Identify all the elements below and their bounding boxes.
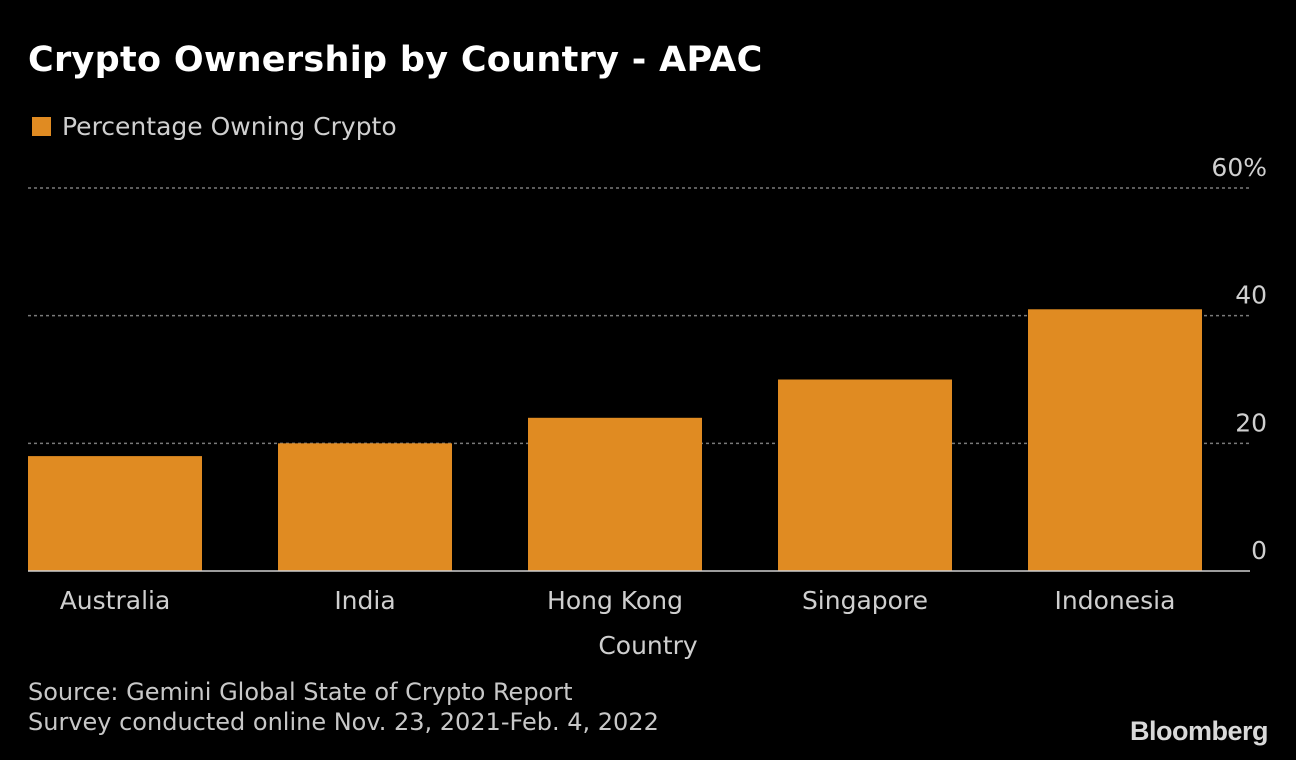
legend-label: Percentage Owning Crypto: [62, 112, 397, 141]
x-tick-label: Hong Kong: [547, 586, 683, 615]
y-tick-label: 40: [1235, 281, 1267, 310]
source-note: Source: Gemini Global State of Crypto Re…: [28, 678, 573, 706]
x-tick-label: Indonesia: [1055, 586, 1176, 615]
bars: [28, 309, 1202, 571]
legend-swatch: [32, 117, 51, 136]
bar: [278, 443, 452, 571]
x-tick-label: Australia: [60, 586, 171, 615]
legend: Percentage Owning Crypto: [32, 112, 397, 141]
survey-note: Survey conducted online Nov. 23, 2021-Fe…: [28, 708, 659, 736]
bloomberg-logo: Bloomberg: [1129, 716, 1269, 746]
x-tick-label: India: [334, 586, 395, 615]
bar: [778, 379, 952, 571]
footer: Source: Gemini Global State of Crypto Re…: [28, 677, 659, 737]
y-tick-label: 20: [1235, 408, 1267, 437]
bar: [1028, 309, 1202, 571]
y-tick-label: 60%: [1211, 153, 1267, 182]
bar: [28, 456, 202, 571]
axes: 0 20 40 60% Australia India Hong Kong Singapore…: [28, 153, 1267, 660]
bar: [528, 417, 702, 571]
chart-title: Crypto Ownership by Country - APAC: [28, 40, 763, 80]
y-tick-label: 0: [1251, 536, 1267, 565]
x-tick-label: Singapore: [802, 586, 928, 615]
x-axis-title: Country: [598, 631, 698, 660]
